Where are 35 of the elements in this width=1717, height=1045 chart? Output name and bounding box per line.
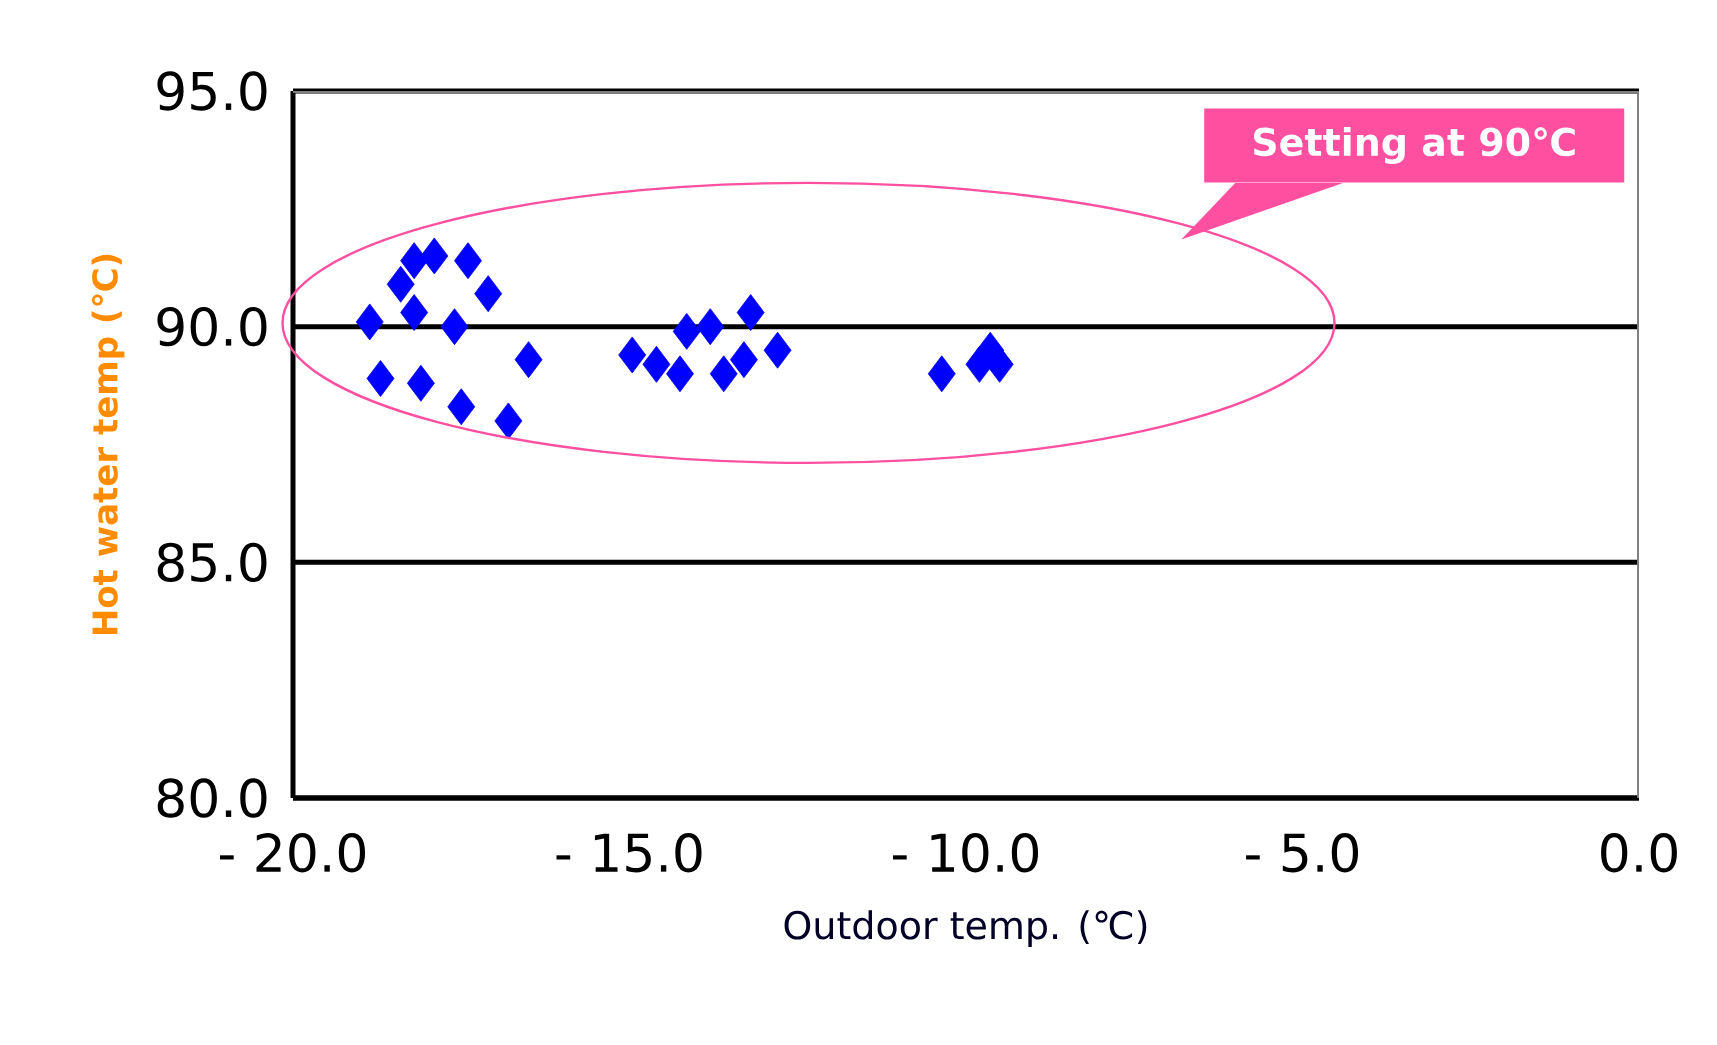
y-tick-label: 90.0 xyxy=(157,306,267,347)
point xyxy=(763,331,792,369)
point xyxy=(696,308,725,346)
point xyxy=(618,336,647,374)
point xyxy=(736,294,765,331)
point xyxy=(642,345,671,383)
y-axis-title: Hot water temp (℃) xyxy=(91,254,125,635)
y-tick-label: 80.0 xyxy=(157,778,267,818)
point xyxy=(406,364,435,402)
point xyxy=(420,237,449,275)
x-tick-label: - 20.0 xyxy=(220,833,366,873)
point xyxy=(440,308,469,346)
point xyxy=(730,341,758,379)
point xyxy=(709,355,738,393)
y-tick-label: 95.0 xyxy=(157,71,267,111)
point xyxy=(447,388,476,426)
point xyxy=(355,303,384,341)
point xyxy=(454,242,482,280)
point xyxy=(386,265,415,303)
x-axis-title: Outdoor temp. (℃) xyxy=(784,910,1147,947)
point xyxy=(514,341,543,379)
point xyxy=(494,402,523,440)
x-tick-label: - 10.0 xyxy=(893,833,1039,873)
x-tick-label: - 5.0 xyxy=(1246,833,1359,873)
point xyxy=(366,360,395,397)
point xyxy=(474,275,503,313)
annotation: Setting at 90℃ xyxy=(1253,126,1575,164)
point xyxy=(672,312,701,350)
y-tick-label: 85.0 xyxy=(157,542,267,582)
x-tick-label: - 15.0 xyxy=(556,833,702,873)
point xyxy=(927,355,956,393)
x-tick-label: 0.0 xyxy=(1601,833,1677,873)
point xyxy=(400,242,429,280)
point xyxy=(666,355,694,393)
point xyxy=(400,294,429,331)
